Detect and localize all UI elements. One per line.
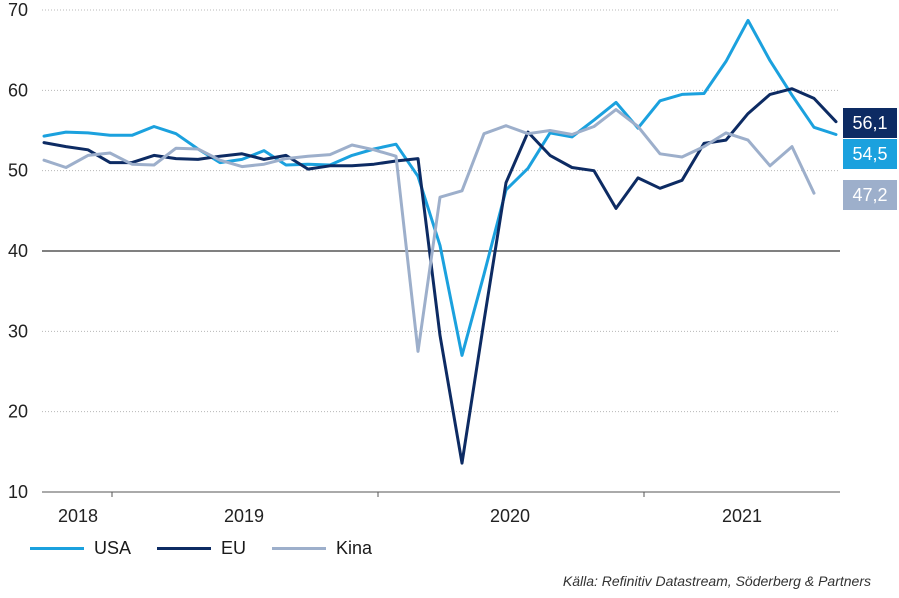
line-chart: 10 20 30 40 50 60 70 2018 2019 2020 2021 54,5 56,1… — [8, 0, 897, 526]
legend-swatch-kina — [272, 547, 327, 550]
end-label-box-eu — [843, 108, 897, 138]
legend-label-usa: USA — [94, 538, 132, 558]
series-line-usa — [42, 18, 838, 357]
y-axis-labels: 10 20 30 40 50 60 70 — [8, 0, 28, 502]
source-note: Källa: Refinitiv Datastream, Söderberg &… — [562, 573, 871, 589]
end-label-eu: 56,1 — [852, 113, 887, 133]
legend-item-eu: EU — [157, 538, 246, 559]
legend-label-eu: EU — [221, 538, 247, 558]
x-tick-label: 2019 — [224, 506, 264, 526]
series-line-kina — [42, 108, 816, 353]
x-tick-label: 2018 — [58, 506, 98, 526]
y-tick-label: 50 — [8, 161, 28, 181]
x-tick-label: 2020 — [490, 506, 530, 526]
y-tick-label: 60 — [8, 80, 28, 100]
x-tick-label: 2021 — [722, 506, 762, 526]
y-tick-label: 40 — [8, 241, 28, 261]
y-tick-label: 30 — [8, 321, 28, 341]
legend: USA EU Kina — [30, 538, 372, 559]
legend-item-kina: Kina — [272, 538, 372, 559]
legend-swatch-usa — [30, 547, 84, 550]
end-value-labels: 54,5 56,1 47,2 — [843, 108, 897, 210]
series-lines — [42, 18, 838, 465]
y-tick-label: 10 — [8, 482, 28, 502]
end-label-usa: 54,5 — [852, 144, 887, 164]
legend-label-kina: Kina — [336, 538, 373, 558]
series-line-eu — [42, 87, 838, 465]
y-tick-label: 70 — [8, 0, 28, 20]
end-label-box-usa — [843, 139, 897, 169]
y-tick-label: 20 — [8, 402, 28, 422]
x-axis-labels: 2018 2019 2020 2021 — [58, 506, 762, 526]
x-axis — [42, 491, 840, 497]
legend-item-usa: USA — [30, 538, 131, 559]
end-label-box-kina — [843, 180, 897, 210]
legend-swatch-eu — [157, 547, 212, 550]
end-label-kina: 47,2 — [852, 185, 887, 205]
